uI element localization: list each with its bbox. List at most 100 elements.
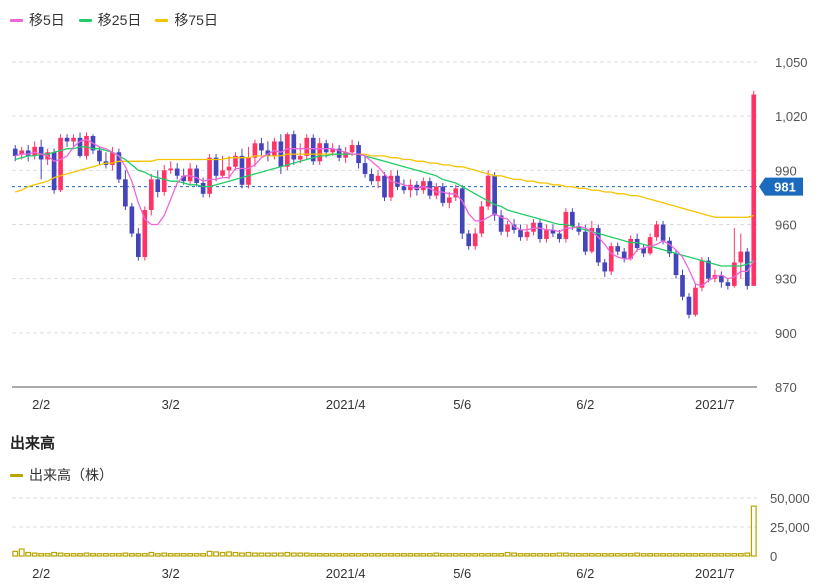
candle-body xyxy=(459,188,465,234)
candle-body xyxy=(323,143,329,153)
candle-body xyxy=(602,262,608,272)
volume-bar xyxy=(252,552,258,557)
volume-bar xyxy=(452,553,459,557)
volume-x-tick-label: 2021/4 xyxy=(326,566,366,581)
candle-body xyxy=(116,152,122,180)
current-price-value: 981 xyxy=(774,180,796,195)
volume-bar xyxy=(588,553,595,557)
volume-bar xyxy=(77,553,83,557)
volume-bar xyxy=(141,553,148,557)
x-tick-label: 2021/7 xyxy=(695,397,735,412)
candle-body xyxy=(472,233,478,247)
volume-bar xyxy=(44,553,51,557)
candle-body xyxy=(155,179,161,192)
volume-bar xyxy=(193,553,200,557)
candle-body xyxy=(317,143,323,162)
candle-body xyxy=(12,148,18,156)
volume-bar xyxy=(511,552,517,557)
volume-bar xyxy=(673,553,679,557)
candle-body xyxy=(291,134,297,160)
candle-body xyxy=(511,224,517,230)
candle-body xyxy=(278,141,284,167)
ma5-line xyxy=(15,138,755,287)
volume-bar xyxy=(660,553,666,557)
volume-bar xyxy=(647,553,654,557)
candle-body xyxy=(680,275,685,297)
volume-bar xyxy=(368,553,375,557)
volume-bar xyxy=(401,553,407,557)
volume-bar xyxy=(258,552,265,557)
candle-body xyxy=(252,143,258,158)
volume-bar xyxy=(362,553,368,557)
volume-bar xyxy=(57,552,64,557)
volume-legend-label: 出来高（株） xyxy=(29,467,113,483)
legend-ma75-label: 移75日 xyxy=(174,12,218,28)
volume-bar xyxy=(614,553,621,557)
volume-bar xyxy=(491,553,498,557)
volume-bar xyxy=(413,553,420,557)
candle-body xyxy=(349,145,355,153)
volume-bar xyxy=(161,552,168,557)
candle-body xyxy=(265,150,271,156)
volume-bar xyxy=(640,553,647,557)
volume-bar xyxy=(31,552,38,557)
candle-body xyxy=(123,179,128,207)
candle-body xyxy=(731,262,737,286)
volume-bar xyxy=(103,553,109,557)
candle-body xyxy=(719,275,724,283)
candle-body xyxy=(699,260,705,288)
legend-ma75[interactable]: 移75日 xyxy=(155,10,218,30)
volume-bar xyxy=(342,553,349,557)
candle-body xyxy=(200,182,206,194)
candle-body xyxy=(518,229,523,238)
volume-bar xyxy=(653,553,660,557)
candle-body xyxy=(628,238,634,259)
candle-body xyxy=(174,168,180,176)
candle-body xyxy=(161,170,167,192)
candle-body xyxy=(382,175,387,198)
candle-body xyxy=(207,157,212,194)
candle-body xyxy=(544,229,549,239)
ma75-line xyxy=(15,153,754,218)
y-tick-label: 900 xyxy=(775,326,797,341)
candle-body xyxy=(667,240,672,254)
candle-body xyxy=(440,186,446,203)
volume-bar xyxy=(135,553,142,557)
volume-x-tick-label: 2021/7 xyxy=(695,566,735,581)
volume-bar xyxy=(731,553,738,557)
candle-body xyxy=(284,134,290,167)
volume-bar xyxy=(219,551,226,557)
candle-body xyxy=(64,137,70,142)
volume-bar xyxy=(498,553,505,557)
ma25-swatch xyxy=(78,18,92,22)
legend-ma5[interactable]: 移5日 xyxy=(10,10,65,30)
volume-bar xyxy=(277,552,284,557)
volume-bar xyxy=(388,553,394,557)
legend-ma25[interactable]: 移25日 xyxy=(78,10,141,30)
volume-bar xyxy=(556,552,563,557)
candle-body xyxy=(395,175,400,187)
candle-body xyxy=(576,226,582,232)
candle-body xyxy=(531,222,536,232)
volume-bar xyxy=(465,553,472,557)
candle-body xyxy=(148,179,154,211)
candle-body xyxy=(25,150,31,156)
volume-bar xyxy=(608,553,615,557)
candle-body xyxy=(310,137,316,162)
candle-body xyxy=(220,170,225,176)
candle-body xyxy=(647,237,653,254)
volume-bar xyxy=(724,553,731,557)
volume-bar xyxy=(446,553,453,557)
volume-bar xyxy=(459,553,466,557)
volume-legend[interactable]: 出来高（株） xyxy=(10,465,113,485)
volume-bar xyxy=(200,553,207,557)
volume-bar xyxy=(744,552,751,557)
volume-bar xyxy=(154,553,161,557)
volume-swatch xyxy=(10,473,23,477)
candle-body xyxy=(194,168,199,183)
price-chart: 870 900 930 960 990 1,020 1,050 2/2 3/2 2021/4 5/6… xyxy=(12,55,808,412)
candle-body xyxy=(388,175,394,198)
volume-bar xyxy=(679,553,686,557)
volume-bar xyxy=(83,552,90,557)
volume-bar xyxy=(187,553,194,557)
